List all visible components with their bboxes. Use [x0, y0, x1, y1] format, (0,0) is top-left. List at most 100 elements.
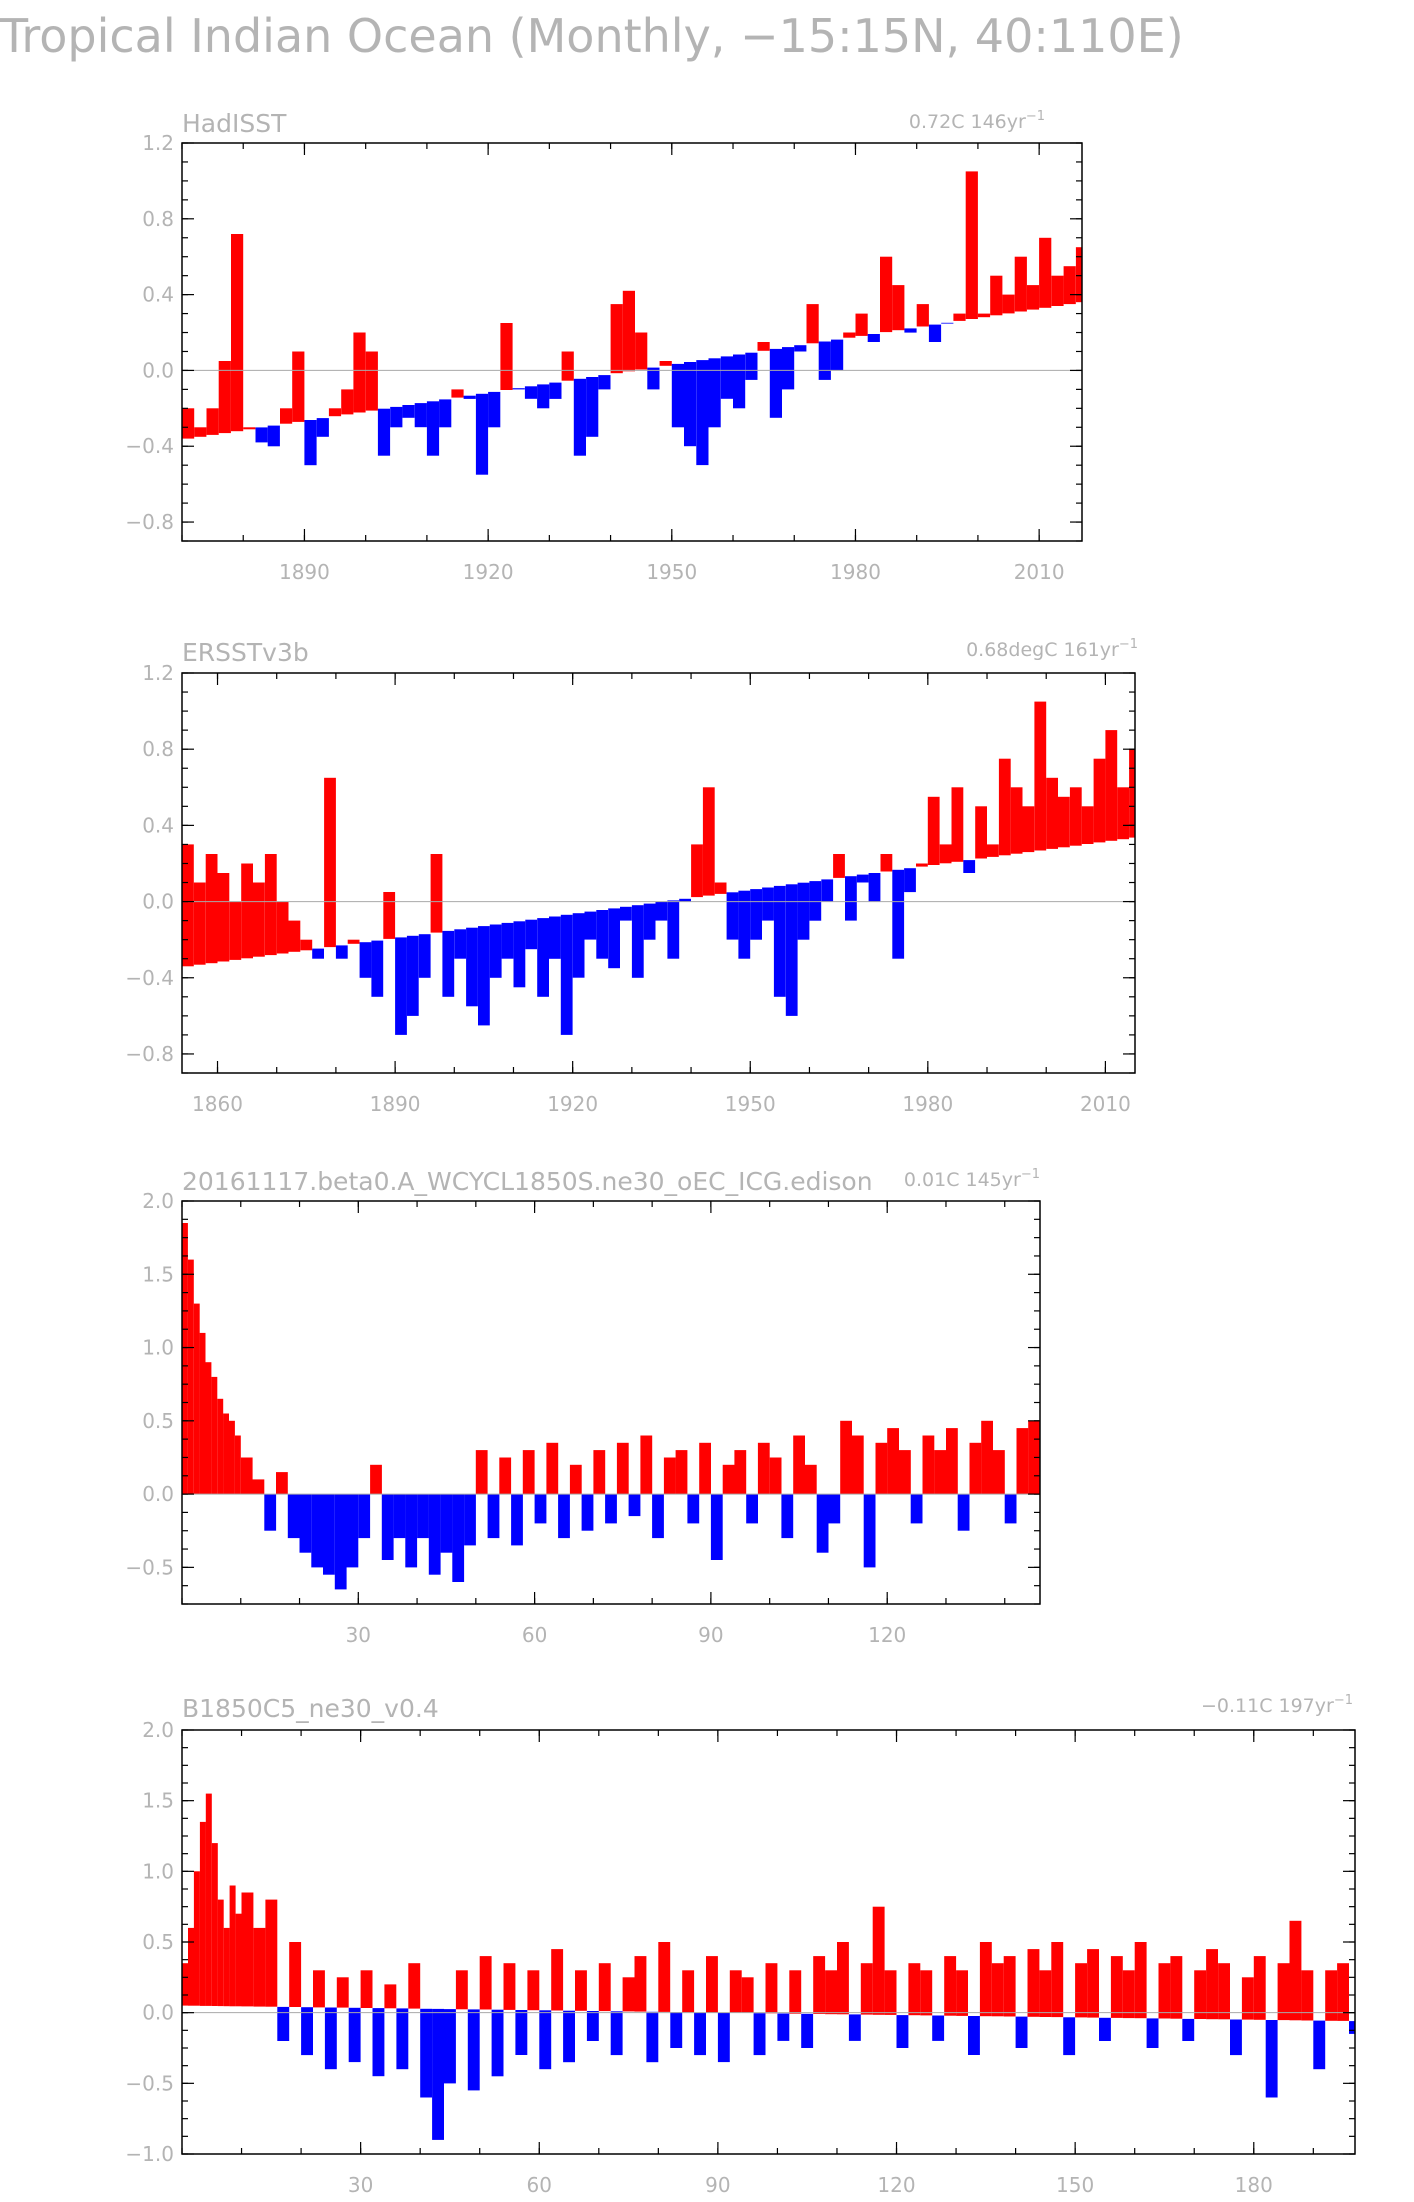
data-bar — [659, 361, 672, 366]
data-bar — [478, 926, 490, 1026]
data-bar — [655, 902, 668, 921]
data-bar — [193, 1871, 200, 2006]
data-bar — [442, 930, 455, 997]
data-bar — [370, 1464, 382, 1495]
data-bar — [360, 1970, 373, 2008]
data-bar — [276, 901, 289, 954]
data-bar — [769, 348, 782, 418]
data-bar — [1058, 796, 1070, 848]
data-bar — [694, 2012, 706, 2056]
bar-series — [182, 701, 1135, 1035]
data-bar — [475, 393, 489, 475]
data-bar — [833, 854, 845, 878]
data-bar — [1337, 1963, 1349, 2021]
x-tick-label: 1980 — [830, 560, 881, 584]
data-bar — [598, 1963, 611, 2012]
data-bar — [867, 334, 880, 342]
data-bar — [813, 1956, 826, 2014]
data-bar — [896, 2015, 909, 2048]
data-bar — [953, 313, 966, 321]
data-bar — [372, 2008, 385, 2077]
data-bar — [1110, 1956, 1123, 2018]
x-tick-label: 1890 — [370, 1092, 421, 1116]
x-tick-label: 30 — [348, 2173, 373, 2197]
panel-trend-label: 0.68degC 161yr−1 — [966, 637, 1138, 661]
data-bar — [549, 916, 561, 959]
data-bar — [1158, 1963, 1171, 2019]
panel-wcycl1850s: 20161117.beta0.A_WCYCL1850S.ne30_oEC_ICG… — [125, 1167, 1041, 1647]
data-bar — [1022, 806, 1035, 853]
data-bar — [855, 313, 868, 336]
data-bar — [899, 1450, 911, 1495]
data-bar — [188, 1927, 194, 2006]
data-bar — [312, 948, 324, 959]
data-bar — [194, 427, 207, 437]
data-bar — [430, 854, 443, 933]
x-tick-label: 150 — [1056, 2173, 1094, 2197]
data-bar — [311, 1494, 324, 1568]
data-bar — [235, 1913, 242, 2007]
data-bar — [806, 304, 819, 344]
data-bar — [1003, 1956, 1016, 2017]
data-bar — [593, 1450, 606, 1495]
data-bar — [596, 910, 609, 959]
data-bar — [346, 1494, 359, 1568]
axes: −0.5 0.0 0.5 1.0 1.5 2.0 30 60 90 120 — [125, 1189, 1041, 1647]
data-bar — [856, 874, 869, 883]
data-bar — [757, 342, 770, 351]
data-bar — [381, 1494, 394, 1560]
data-bar — [1014, 256, 1027, 312]
data-bar — [406, 935, 419, 1016]
data-bar — [561, 351, 574, 381]
data-bar — [182, 1963, 188, 2006]
data-bar — [702, 787, 715, 896]
data-bar — [957, 1494, 970, 1531]
y-tick-label: 1.5 — [142, 1262, 174, 1286]
data-bar — [598, 375, 611, 390]
x-tick-label: 1890 — [279, 560, 330, 584]
y-tick-label: 0.4 — [142, 813, 174, 837]
data-bar — [777, 2013, 790, 2041]
data-bar — [726, 892, 739, 940]
data-bar — [300, 939, 313, 951]
x-tick-label: 180 — [1235, 2173, 1273, 2197]
data-bar — [1081, 806, 1094, 844]
panel-title: HadISST — [182, 109, 287, 138]
figure-title: Tropical Indian Ocean (Monthly, −15:15N,… — [0, 9, 1184, 63]
data-bar — [679, 898, 691, 902]
data-bar — [1069, 787, 1082, 846]
data-bar — [892, 869, 905, 959]
data-bar — [1051, 275, 1064, 306]
data-bar — [546, 1442, 559, 1495]
data-bar — [313, 1970, 325, 2008]
data-bar — [288, 920, 301, 952]
data-bar — [1313, 2020, 1326, 2070]
data-bar — [1194, 1970, 1207, 2019]
data-bar — [428, 1494, 441, 1575]
data-bar — [1325, 1970, 1338, 2021]
data-bar — [993, 1450, 1005, 1495]
panel-trend-label: −0.11C 197yr−1 — [1201, 1693, 1353, 1717]
data-bar — [981, 1420, 993, 1495]
data-bar — [920, 1970, 933, 2016]
data-bar — [979, 1942, 992, 2017]
data-bar — [622, 290, 635, 372]
data-bar — [217, 1899, 224, 2007]
data-bar — [417, 1494, 429, 1539]
data-bar — [956, 1970, 968, 2016]
data-bar — [328, 408, 342, 417]
data-bar — [223, 1413, 229, 1495]
data-bar — [371, 940, 384, 997]
data-bar — [769, 1457, 782, 1495]
data-bar — [825, 1970, 837, 2015]
axes: −0.8 −0.4 0.0 0.4 0.8 1.2 1890 1920 1950 1980 2010 — [125, 131, 1083, 584]
data-bar — [229, 901, 242, 960]
data-bar — [573, 378, 586, 456]
y-tick-label: −0.5 — [125, 2071, 174, 2095]
data-bar — [1134, 1942, 1147, 2019]
data-bar — [558, 1494, 570, 1539]
data-bar — [634, 1956, 647, 2012]
data-bar — [432, 2008, 444, 2140]
x-tick-label: 2010 — [1080, 1092, 1131, 1116]
panel-hadisst: HadISST 0.72C 146yr−1 −0.8 −0.4 0.0 0.4 0.8 1… — [125, 109, 1083, 584]
